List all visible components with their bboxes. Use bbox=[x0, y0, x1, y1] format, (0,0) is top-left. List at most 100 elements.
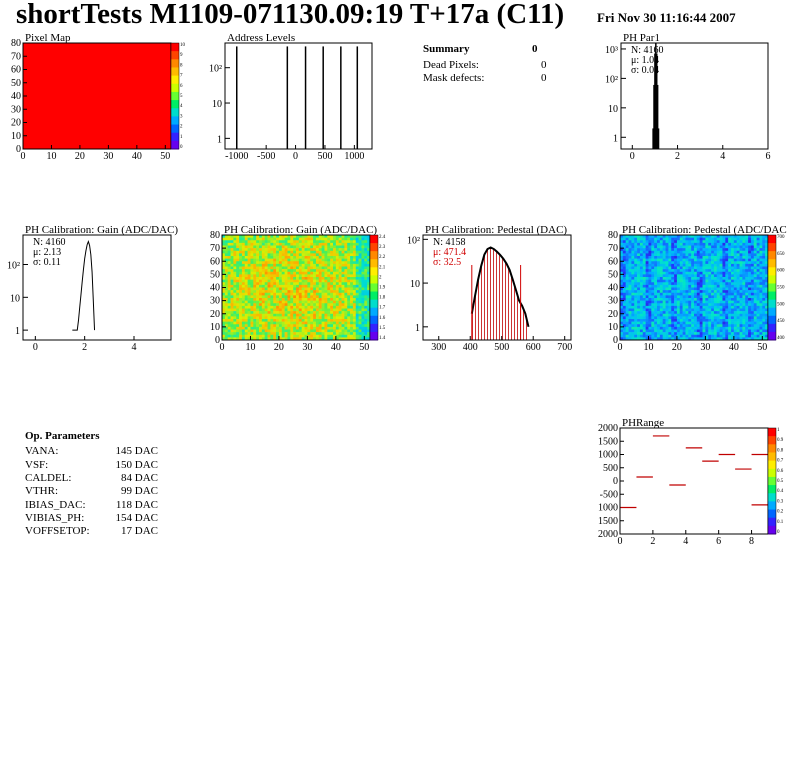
ph-pedestal-2d-cell bbox=[731, 334, 735, 338]
ph-gain-2d-cell bbox=[287, 284, 291, 288]
ph-pedestal-2d-cell bbox=[716, 240, 720, 244]
ph-gain-2d-cell bbox=[233, 300, 237, 304]
ph-pedestal-2d-cell bbox=[711, 248, 715, 252]
ph-pedestal-2d-cell bbox=[642, 245, 646, 249]
ph-pedestal-2d-cell bbox=[657, 319, 661, 322]
ph-pedestal-2d-cell bbox=[702, 271, 706, 275]
ph-pedestal-2d-cell bbox=[759, 303, 763, 307]
ph-pedestal-2d-cell bbox=[728, 279, 732, 283]
ph-pedestal-2d-cell bbox=[733, 326, 737, 330]
ph-gain-2d-cell bbox=[267, 300, 271, 304]
ph-pedestal-2d-cell bbox=[651, 303, 655, 307]
ph-pedestal-2d-cell bbox=[688, 295, 692, 299]
ph-gain-2d-cell bbox=[278, 263, 283, 267]
ph-pedestal-2d-cell bbox=[705, 284, 709, 288]
ph-gain-2d-cell bbox=[267, 248, 271, 252]
ph-pedestal-2d-cell bbox=[739, 245, 743, 249]
ph-gain-2d-cell bbox=[276, 334, 280, 338]
ph-gain-2d-cell bbox=[278, 332, 283, 336]
ph-pedestal-2d-cell bbox=[634, 308, 638, 312]
ph-gain-2d-cell bbox=[278, 240, 283, 244]
ph-gain-2d-cell bbox=[361, 250, 365, 254]
ph-gain-2d-cell bbox=[298, 324, 302, 328]
ph-gain-2d-cell bbox=[296, 305, 300, 309]
ph-pedestal-2d-cell bbox=[765, 240, 769, 244]
ph-gain-2d-cell bbox=[227, 266, 231, 270]
ph-gain-2d-cell bbox=[233, 250, 237, 254]
ph-pedestal-2d-cell bbox=[739, 279, 743, 283]
ph-gain-2d-cell bbox=[227, 277, 231, 280]
ph-pedestal-2d-cell bbox=[620, 290, 624, 294]
ph-pedestal-2d-cell bbox=[679, 277, 683, 280]
ph-gain-2d-cell bbox=[327, 308, 331, 312]
ph-pedestal-2d-cell bbox=[654, 292, 658, 296]
ph-gain-2d-cell bbox=[333, 245, 337, 249]
ph-pedestal-2d-cell bbox=[765, 337, 769, 341]
ph-gain-2d-cell bbox=[367, 253, 371, 257]
ph-pedestal-2d-cell bbox=[756, 337, 760, 341]
ph-gain-2d-cell bbox=[290, 248, 294, 252]
ph-gain-2d-cell bbox=[313, 245, 317, 249]
ph-gain-2d-cell bbox=[241, 242, 246, 246]
ph-pedestal-2d-cell bbox=[736, 237, 740, 241]
ph-pedestal-2d-cell bbox=[725, 261, 729, 265]
ph-pedestal-2d-cell bbox=[716, 279, 720, 283]
ph-pedestal-2d-cell bbox=[753, 334, 757, 338]
ph-gain-2d-cell bbox=[264, 334, 268, 338]
ph-gain-2d-cell bbox=[321, 311, 325, 315]
ph-pedestal-2d-cell bbox=[679, 303, 683, 307]
ph-pedestal-2d-cell bbox=[699, 242, 703, 246]
ph-gain-2d-cell bbox=[330, 321, 334, 325]
ph-gain-2d-cell bbox=[333, 313, 337, 317]
ph-gain-2d-cell bbox=[250, 282, 254, 286]
ph-gain-2d-cell bbox=[264, 269, 268, 273]
ph-gain-2d-cell bbox=[355, 274, 359, 278]
ph-pedestal-2d-cell bbox=[688, 334, 692, 338]
ph-pedestal-2d-cell bbox=[634, 334, 638, 338]
ph-pedestal-2d-cell bbox=[688, 237, 692, 241]
ph-gain-2d-cell bbox=[287, 292, 291, 296]
ph-gain-2d-cell bbox=[276, 321, 280, 325]
ph-gain-2d-cell bbox=[364, 269, 368, 273]
ph-pedestal-2d-cell bbox=[665, 300, 669, 304]
ph-pedestal-2d-cell bbox=[708, 240, 712, 244]
ph-pedestal-2d-cell bbox=[708, 245, 712, 249]
ph-pedestal-2d-cell bbox=[671, 329, 675, 333]
ph-pedestal-2d-cell bbox=[631, 235, 635, 238]
ph-gain-2d-cell bbox=[244, 308, 248, 312]
ph-pedestal-2d-cell bbox=[645, 250, 649, 254]
ph-pedestal-2d-cell bbox=[745, 334, 749, 338]
ph-gain-2d-cell bbox=[230, 324, 234, 328]
ph-gain-2d-cell bbox=[222, 248, 226, 252]
ph-gain-2d-cell bbox=[310, 274, 314, 278]
ph-pedestal-2d-cell bbox=[625, 326, 629, 330]
ph-gain-2d-cell bbox=[236, 319, 240, 322]
ph-gain-2d-cell bbox=[276, 263, 280, 267]
ph-pedestal-2d-cell bbox=[637, 324, 641, 328]
ph-gain-2d-cell bbox=[276, 295, 280, 299]
ph-pedestal-2d-cell bbox=[759, 308, 763, 312]
ph-pedestal-2d-cell bbox=[694, 282, 698, 286]
ph-pedestal-2d-cell bbox=[628, 279, 632, 283]
ph-gain-2d-cell bbox=[278, 250, 283, 254]
ph-gain-2d-cell bbox=[227, 245, 231, 249]
ph-gain-2d-cell bbox=[330, 245, 334, 249]
ph-pedestal-2d-cell bbox=[762, 256, 766, 259]
ph-gain-2d-cell bbox=[290, 337, 294, 341]
ph-pedestal-2d-cell bbox=[642, 284, 646, 288]
ph-pedestal-2d-cell bbox=[722, 258, 726, 262]
ph-gain-2d-cell bbox=[267, 271, 271, 275]
ph-gain-2d-cell bbox=[296, 334, 300, 338]
ph-pedestal-2d-cell bbox=[671, 324, 675, 328]
ph-pedestal-2d-cell bbox=[725, 303, 729, 307]
ph-gain-2d-cell bbox=[296, 326, 300, 330]
ph-gain-2d-cell bbox=[239, 313, 243, 317]
ph-pedestal-2d-cell bbox=[702, 329, 706, 333]
ph-gain-2d-cell bbox=[355, 324, 359, 328]
ph-gain-2d-cell bbox=[259, 263, 263, 267]
ph-gain-2d-cell bbox=[224, 279, 228, 283]
ph-pedestal-2d-cell bbox=[645, 329, 649, 333]
ph-gain-2d-cell bbox=[324, 292, 328, 296]
ph-gain-2d-cell bbox=[273, 235, 277, 238]
ph-pedestal-2d-cell bbox=[731, 300, 735, 304]
